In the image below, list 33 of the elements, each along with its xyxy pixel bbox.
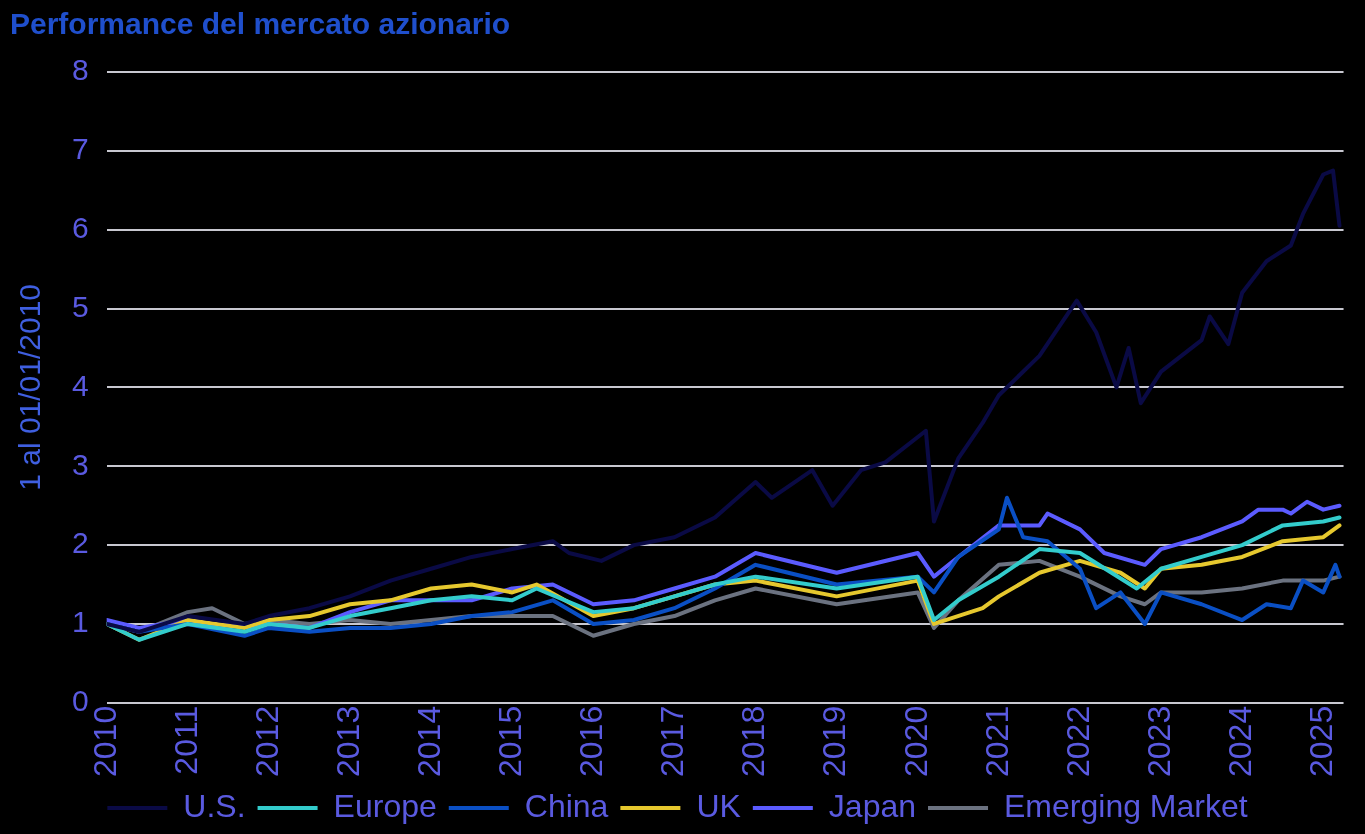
y-tick-label: 0 [72,684,89,718]
x-tick-label: 2015 [492,705,529,777]
x-tick-label: 2014 [410,705,447,777]
x-tick-label: 2012 [248,705,285,777]
x-tick-label: 2021 [978,705,1015,777]
y-tick-label: 5 [72,289,89,323]
legend-label: Japan [828,787,917,824]
x-tick-label: 2019 [816,705,853,777]
y-tick-label: 3 [72,447,89,481]
legend-label: China [524,787,609,824]
legend-label: UK [696,787,741,824]
y-tick-label: 2 [72,526,89,560]
y-tick-label: 1 [72,605,89,639]
legend-label: U.S. [183,787,246,824]
x-tick-label: 2018 [735,705,772,777]
x-tick-label: 2022 [1059,705,1096,777]
x-tick-label: 2017 [654,705,691,777]
y-tick-label: 6 [72,210,89,244]
y-tick-label: 4 [72,368,89,402]
x-tick-label: 2024 [1221,705,1258,777]
legend-label: Europe [333,787,437,824]
x-tick-label: 2016 [573,705,610,777]
x-tick-label: 2025 [1303,705,1340,777]
x-tick-label: 2023 [1140,705,1177,777]
x-tick-label: 2013 [329,705,366,777]
y-tick-label: 7 [72,132,89,166]
x-tick-label: 2020 [897,705,934,777]
x-tick-label: 2011 [167,705,204,775]
x-tick-label: 2010 [86,705,123,777]
chart-title: Performance del mercato azionario [10,7,511,41]
y-axis-title: 1 al 01/01/2010 [13,283,47,491]
legend-label: Emerging Market [1004,787,1248,824]
y-tick-label: 8 [72,53,89,87]
